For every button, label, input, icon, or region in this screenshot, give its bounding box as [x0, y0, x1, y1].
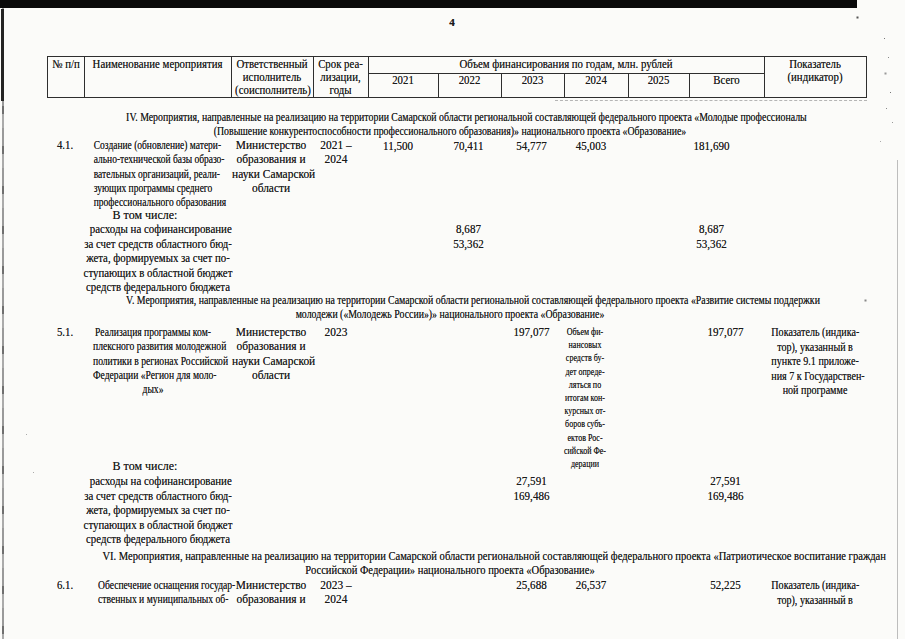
column-divider [368, 57, 369, 97]
row-5-1-indicator: Показатель (индика- тор), указанный в пу… [771, 325, 858, 398]
header-funding-group: Объем финансирования по годам, млн. рубл… [388, 58, 744, 71]
section-iv-budget-2022: 53,362 [440, 237, 498, 251]
row-6-1-resp: Министерство образования и [232, 578, 310, 607]
section-iv-budget-label: за счет средств областного бюд- жета, фо… [83, 237, 232, 294]
row-4-1-term: 2021 – 2024 [308, 138, 365, 167]
row-6-1-term: 2023 – 2024 [308, 578, 365, 607]
column-divider [84, 57, 85, 97]
row-5-1-value-total: 197,077 [691, 325, 760, 339]
row-5-1-resp: Министерство образования и науки Самарск… [232, 325, 310, 382]
row-5-1-value-2023: 197,077 [503, 325, 561, 339]
section-v-cofinancing-2023: 27,591 [503, 474, 561, 488]
row-4-1-value-total: 181,690 [677, 139, 746, 153]
year-column-divider [501, 73, 502, 97]
year-column-divider [689, 73, 690, 97]
section-v-budget-2023: 169,486 [503, 489, 561, 503]
row-6-1-indicator: Показатель (индика- тор), указанный в [771, 578, 858, 607]
header-year-2021: 2021 [372, 74, 435, 87]
section-vi-heading: VI. Мероприятия, направленные на реализа… [102, 549, 797, 578]
year-column-divider [438, 73, 439, 97]
section-v-cofinancing-total: 27,591 [691, 474, 760, 488]
section-v-budget-total: 169,486 [691, 489, 760, 503]
row-5-1-term: 2023 [308, 325, 365, 339]
header-col-resp: Ответственный исполнитель (соисполнитель… [235, 58, 309, 97]
section-iv-including-label: В том числе: [70, 208, 220, 222]
scan-artifact-left-bar [1, 9, 4, 101]
column-divider [231, 57, 232, 97]
header-col-num: № п/п [50, 58, 82, 71]
row-4-1-value-2024: 45,003 [562, 139, 621, 153]
row-6-1-num: 6.1. [49, 578, 81, 592]
section-v-heading: V. Мероприятия, направленные на реализац… [126, 293, 774, 322]
year-column-divider [564, 73, 565, 97]
column-divider [764, 57, 765, 97]
header-col-indicator: Показатель (индикатор) [769, 58, 861, 84]
header-col-term: Срок реа- лизации, годы [316, 58, 366, 97]
scan-artifact-top-bar [0, 0, 857, 8]
row-4-1-resp: Министерство образования и науки Самарск… [232, 138, 310, 195]
section-iv-cofinancing-label: расходы на софинансирование [90, 222, 227, 236]
table-header: № п/п Наименование мероприятия Ответстве… [47, 56, 867, 98]
row-5-1-num: 5.1. [49, 325, 81, 339]
section-v-cofinancing-label: расходы на софинансирование [90, 474, 227, 488]
row-6-1-name: Обеспечение оснащения государ- ственных … [98, 578, 218, 607]
header-year-2022: 2022 [441, 74, 498, 87]
row-4-1-value-2023: 54,777 [503, 139, 561, 153]
scan-artifact-right-line [897, 160, 898, 639]
column-divider [313, 57, 314, 97]
row-5-1-funding-note: Объем фи- нансовых средств бу- дет опред… [559, 325, 610, 470]
row-4-1-value-2021: 11,500 [366, 139, 430, 153]
page-number: 4 [440, 15, 464, 29]
header-year-2023: 2023 [504, 74, 561, 87]
header-year-2024: 2024 [567, 74, 625, 87]
year-column-divider [628, 73, 629, 97]
row-4-1-value-2022: 70,411 [440, 139, 498, 153]
scan-artifact-left-line [2, 8, 4, 639]
section-iv-heading: IV. Мероприятия, направленные на реализа… [126, 110, 774, 139]
section-iv-cofinancing-total: 8,687 [677, 222, 746, 236]
row-4-1-num: 4.1. [49, 138, 81, 152]
row-6-1-value-2024: 26,537 [562, 578, 621, 592]
section-v-budget-label: за счет средств областного бюд- жета, фо… [83, 489, 232, 546]
section-iv-budget-total: 53,362 [677, 237, 746, 251]
scan-noise [0, 0, 1, 1]
section-iv-cofinancing-2022: 8,687 [440, 222, 498, 236]
scan-artifact-header-dash [555, 100, 867, 102]
row-6-1-value-2023: 25,688 [503, 578, 561, 592]
row-6-1-value-total: 52,225 [691, 578, 760, 592]
header-year-total: Всего [693, 74, 761, 87]
section-v-including-label: В том числе: [70, 459, 220, 473]
row-5-1-name: Реализация программы ком- плексного разв… [93, 325, 213, 396]
header-col-name: Наименование мероприятия [91, 58, 223, 71]
header-year-2025: 2025 [631, 74, 686, 87]
document-page: 4 № п/п Наименование мероприятия Ответст… [0, 0, 905, 639]
row-4-1-name: Создание (обновление) матери- ально-техн… [94, 138, 213, 209]
